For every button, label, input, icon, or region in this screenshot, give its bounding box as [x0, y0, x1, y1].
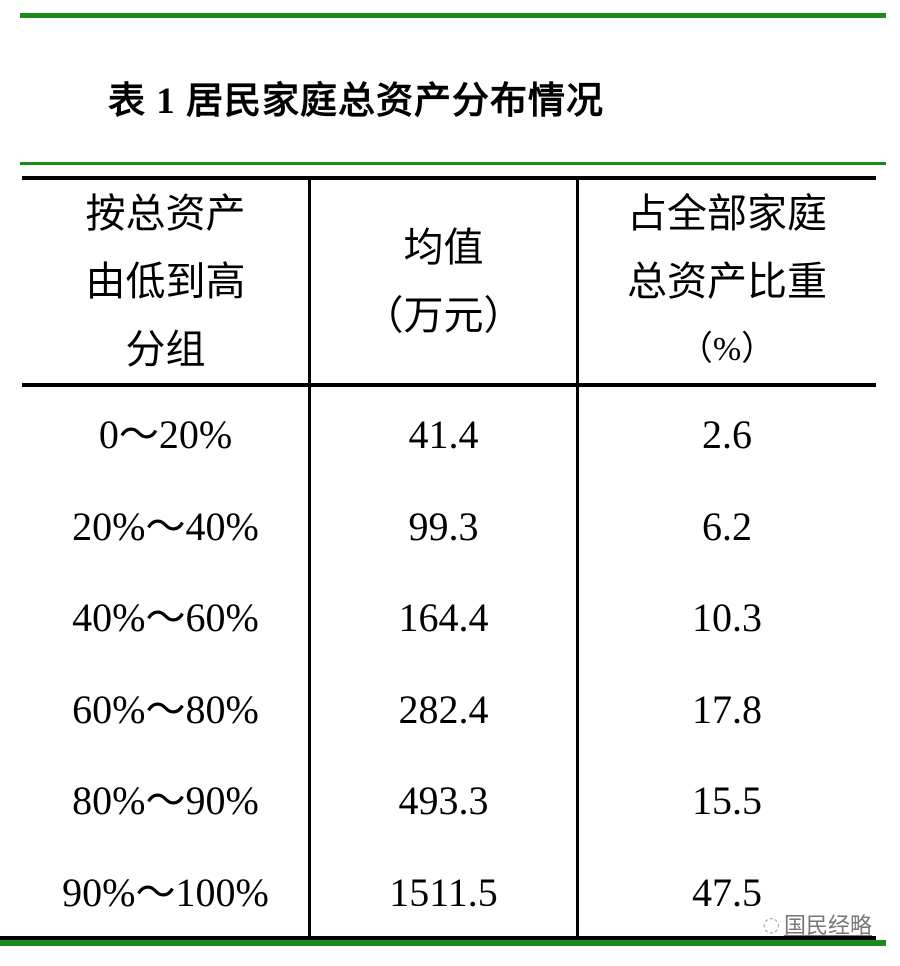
- share-cell: 17.8: [692, 686, 762, 732]
- header-line: 分组: [125, 327, 206, 372]
- wechat-icon: ◌: [762, 912, 780, 936]
- header-line: 总资产比重: [627, 259, 827, 304]
- watermark: ◌ 国民经略: [763, 908, 872, 940]
- header-line: 均值: [403, 225, 484, 270]
- table-row: 60%～80% 282.4 17.8: [22, 665, 876, 756]
- mean-cell: 99.3: [408, 503, 479, 549]
- share-cell: 47.5: [692, 869, 762, 915]
- mean-cell: 493.3: [398, 778, 489, 823]
- table-title: 表 1 居民家庭总资产分布情况: [108, 81, 604, 122]
- group-cell: 0～20%: [98, 412, 233, 457]
- watermark-text: 国民经略: [783, 914, 872, 939]
- column-divider-2: [576, 178, 579, 940]
- group-cell: 80%～90%: [72, 778, 259, 823]
- bottom-green-rule: [0, 940, 886, 946]
- group-cell: 60%～80%: [72, 686, 259, 732]
- table-row: 0～20% 41.4 2.6: [22, 390, 876, 481]
- table-row: 90%～100% 1511.5 47.5: [22, 848, 876, 939]
- table-bottom-rule: [0, 936, 876, 940]
- share-cell: 6.2: [702, 503, 752, 549]
- mean-cell: 41.4: [408, 412, 479, 457]
- header-line: 按总资产: [85, 191, 246, 236]
- top-green-rule: [20, 13, 886, 18]
- share-cell: 2.6: [702, 412, 752, 457]
- header-line: （%）: [678, 331, 776, 368]
- header-line: （万元）: [363, 293, 524, 338]
- share-cell: 10.3: [692, 595, 762, 640]
- column-divider-1: [308, 178, 311, 940]
- header-line: 由低到高: [85, 259, 246, 304]
- title-green-rule: [20, 162, 886, 165]
- mean-cell: 1511.5: [389, 869, 498, 915]
- share-cell: 15.5: [692, 778, 762, 823]
- group-cell: 90%～100%: [62, 869, 269, 915]
- header-group: 按总资产 由低到高 分组: [22, 180, 309, 384]
- group-cell: 40%～60%: [72, 595, 259, 640]
- table-row: 80%～90% 493.3 15.5: [22, 756, 876, 847]
- group-cell: 20%～40%: [72, 503, 259, 549]
- table-top-rule: [22, 176, 876, 180]
- mean-cell: 164.4: [398, 595, 489, 640]
- table-row: 40%～60% 164.4 10.3: [22, 573, 876, 664]
- table-row: 20%～40% 99.3 6.2: [22, 482, 876, 573]
- header-share: 占全部家庭 总资产比重 （%）: [578, 180, 876, 384]
- header-line: 占全部家庭: [627, 191, 827, 236]
- mean-cell: 282.4: [398, 686, 489, 732]
- header-mean: 均值 （万元）: [310, 214, 577, 350]
- header-bottom-rule: [22, 383, 876, 387]
